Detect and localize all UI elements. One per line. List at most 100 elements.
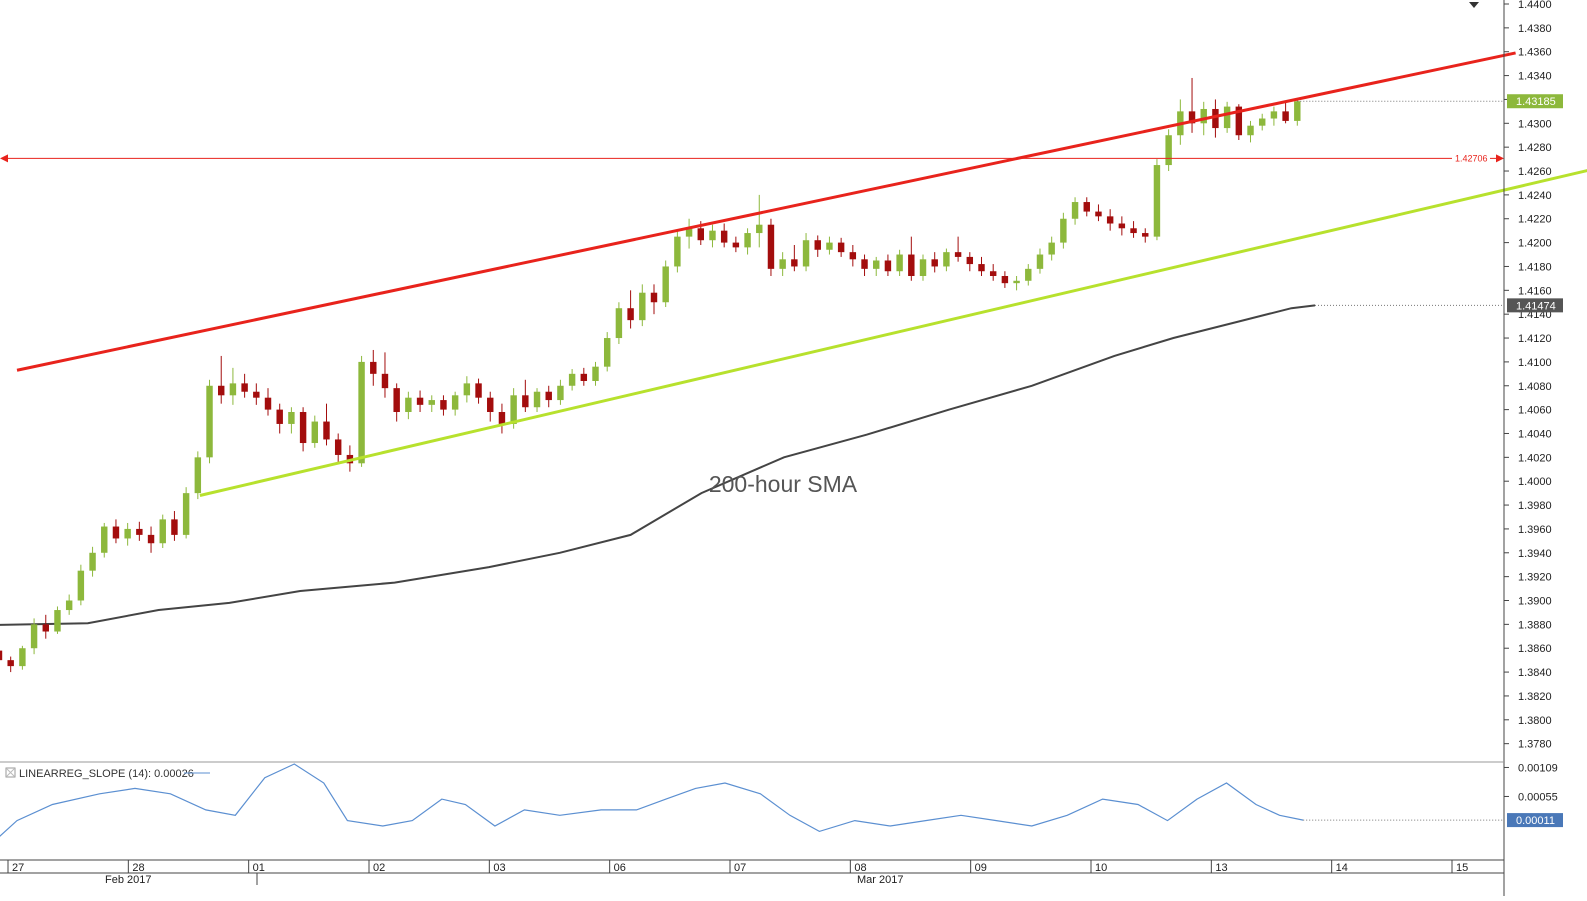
candle-body xyxy=(428,400,435,405)
candle-body xyxy=(908,254,915,277)
month-label-feb: Feb 2017 xyxy=(105,874,151,886)
support-trendline[interactable] xyxy=(199,164,1587,497)
level-right-arrow-icon xyxy=(1496,154,1504,163)
candle-body xyxy=(1153,165,1161,237)
candles-group xyxy=(0,77,1301,673)
candle-body xyxy=(475,383,482,398)
sma-200-line xyxy=(0,304,1316,626)
candle-body xyxy=(720,230,728,243)
day-tick-label: 01 xyxy=(253,862,265,874)
candle-body xyxy=(744,233,751,248)
candle-body xyxy=(1223,106,1231,129)
candle-body xyxy=(1188,111,1196,124)
price-tick-label: 1.4100 xyxy=(1518,357,1552,369)
price-tick-label: 1.4360 xyxy=(1518,47,1552,59)
candle-body xyxy=(849,252,857,260)
day-tick-label: 03 xyxy=(493,862,505,874)
price-tick-label: 1.4260 xyxy=(1518,166,1552,178)
resistance-trendline[interactable] xyxy=(16,51,1516,372)
candle-body xyxy=(54,610,61,632)
price-tick-label: 1.3820 xyxy=(1518,691,1552,703)
candle-body xyxy=(627,308,634,321)
candle-body xyxy=(229,383,237,396)
candle-body xyxy=(218,385,225,396)
indicator-toggle-icon[interactable] xyxy=(5,767,16,778)
candle-body xyxy=(416,397,424,405)
sma-annotation: 200-hour SMA xyxy=(709,471,858,497)
candle-body xyxy=(1118,223,1126,229)
candle-body xyxy=(381,373,389,389)
candle-body xyxy=(311,421,319,444)
candle-body xyxy=(194,457,202,494)
trendlines-group[interactable] xyxy=(16,51,1587,497)
candle-body xyxy=(919,259,927,277)
price-tick-label: 1.4280 xyxy=(1518,142,1552,154)
day-tick-label: 09 xyxy=(975,862,987,874)
candle-body xyxy=(182,493,190,535)
price-tick-label: 1.4300 xyxy=(1518,118,1552,130)
sma-value-box xyxy=(1507,298,1563,313)
candle-body xyxy=(487,397,494,413)
candle-body xyxy=(1200,108,1207,124)
horizontal-level-group[interactable]: 1.42706 xyxy=(0,100,1504,165)
day-tick-label: 06 xyxy=(614,862,626,874)
last-price-box xyxy=(1507,94,1563,109)
price-tick-label: 1.3840 xyxy=(1518,667,1552,679)
indicator-tick-label: 0.00109 xyxy=(1518,762,1558,774)
candle-body xyxy=(1095,211,1102,217)
price-tick-label: 1.4240 xyxy=(1518,190,1552,202)
day-tick-label: 28 xyxy=(132,862,144,874)
candle-body xyxy=(884,260,892,272)
candle-body xyxy=(124,528,131,539)
day-tick-label: 27 xyxy=(12,862,24,874)
candle-body xyxy=(159,519,166,544)
candle-body xyxy=(557,385,564,401)
price-tick-label: 1.4200 xyxy=(1518,238,1552,250)
time-axis[interactable]: 27 28 01 02 03 06 07 08 09 10 13 14 15 Feb 2017 Mar 20… xyxy=(0,859,1504,886)
price-tick-label: 1.3920 xyxy=(1518,572,1552,584)
candle-body xyxy=(826,242,833,250)
price-tick-label: 1.4080 xyxy=(1518,381,1552,393)
candle-body xyxy=(896,254,903,272)
candle-body xyxy=(1235,106,1243,136)
candle-body xyxy=(978,264,985,272)
candle-body xyxy=(1165,135,1172,166)
candle-body xyxy=(580,373,588,381)
candle-body xyxy=(966,256,974,265)
indicator-label: LINEARREG_SLOPE (14): 0.00026 xyxy=(19,768,194,780)
candle-body xyxy=(1060,218,1067,243)
linreg-slope-line xyxy=(0,763,1304,837)
price-tick-label: 1.4020 xyxy=(1518,452,1552,464)
chart-menu-chevron-down-icon[interactable] xyxy=(1469,2,1479,8)
candle-body xyxy=(685,228,693,237)
candle-body xyxy=(592,366,599,381)
price-tick-label: 1.3860 xyxy=(1518,643,1552,655)
candle-body xyxy=(533,391,541,408)
candle-body xyxy=(393,388,400,413)
candle-body xyxy=(1294,101,1301,121)
indicator-close-icon[interactable] xyxy=(6,768,15,777)
indicator-panel: 0.00109 0.00055 0.00011 xyxy=(0,761,1563,837)
candle-body xyxy=(1106,216,1114,224)
candle-body xyxy=(288,412,295,424)
candle-body xyxy=(171,519,178,535)
candle-body xyxy=(101,526,108,553)
price-tick-label: 1.3940 xyxy=(1518,548,1552,560)
candle-body xyxy=(147,534,155,544)
candle-body xyxy=(451,395,459,410)
candle-body xyxy=(1212,108,1219,129)
candle-body xyxy=(1247,125,1254,136)
candle-body xyxy=(1036,254,1044,269)
candle-body xyxy=(405,397,412,413)
candle-body xyxy=(1270,111,1278,119)
candle-body xyxy=(639,292,646,321)
candle-body xyxy=(498,412,506,424)
indicator-tick-label: 0.00055 xyxy=(1518,791,1558,803)
level-left-arrow-icon xyxy=(0,154,8,163)
candle-body xyxy=(276,409,283,424)
indicator-value-box xyxy=(1507,813,1563,828)
price-axis[interactable]: 1.44001.43801.43601.43401.43201.43001.42… xyxy=(1503,0,1563,896)
price-tick-label: 1.4000 xyxy=(1518,476,1552,488)
